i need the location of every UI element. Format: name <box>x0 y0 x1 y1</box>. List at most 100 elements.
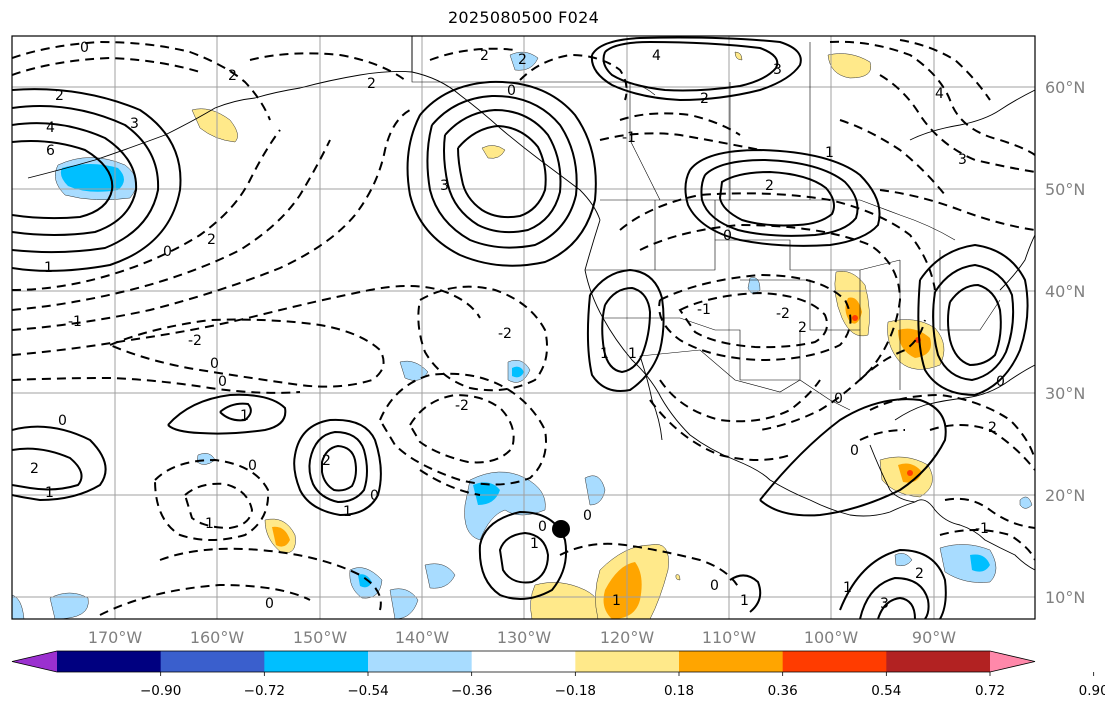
political-borders <box>411 36 1001 411</box>
contour-solid-11 <box>684 148 881 247</box>
contour-dashed-36 <box>879 74 1035 173</box>
contour-dashed-1 <box>12 129 281 291</box>
shade-orange-4 <box>272 526 290 547</box>
contour-dashed-39 <box>879 189 1035 231</box>
contour-solid-22 <box>308 430 368 504</box>
contour-label-1-h: 1 <box>530 536 539 552</box>
yucatan <box>869 444 916 503</box>
contour-solid-4 <box>12 140 114 220</box>
contour-solid-8 <box>457 124 547 219</box>
contour-label-0-f: 0 <box>218 374 227 390</box>
contour-solid-21 <box>293 418 382 517</box>
contour-dashed-19 <box>649 399 791 461</box>
contour-dashed-20 <box>859 319 926 381</box>
shade-blue-9 <box>424 563 456 589</box>
shade-blue-16 <box>1019 496 1033 509</box>
storm-position-marker <box>552 520 570 538</box>
contour-label-1-k: 1 <box>843 580 852 596</box>
contour-solid-26 <box>478 510 568 600</box>
contour-dashed-6 <box>12 376 301 394</box>
contour-label-2-h: 2 <box>765 178 774 194</box>
contour-dashed-15 <box>678 291 828 349</box>
colorbar-segment <box>575 651 680 672</box>
positive-contours <box>12 36 1029 619</box>
contour-label-0-e: 0 <box>210 356 219 372</box>
contour-dashed-25 <box>939 529 1035 561</box>
lon-label: 140°W <box>395 628 450 647</box>
contour-dashed-32 <box>429 47 516 61</box>
contour-label-2-f: 2 <box>518 52 527 68</box>
colorbar-tick-label: 0.72 <box>975 683 1005 699</box>
contour-solid-1 <box>12 88 182 272</box>
state-line-2 <box>654 200 716 270</box>
contour-label-2-i: 2 <box>798 320 807 336</box>
state-line-5 <box>859 260 901 390</box>
contour-label-3-c: 3 <box>773 62 782 78</box>
contour-label-0-o: 0 <box>850 443 859 459</box>
lon-label: 120°W <box>600 628 655 647</box>
shade-blue-14 <box>939 544 997 583</box>
shade-blue-12 <box>12 594 25 619</box>
shade-cyan-5 <box>970 554 990 572</box>
west-coast-mexico <box>584 219 916 517</box>
contour-dashed-4 <box>12 285 481 356</box>
contour-labels: 0 2 4 6 3 1 0 2 2 2 0 3 2 2 4 2 3 -1 2 0… <box>30 40 1005 612</box>
contour-label-3-e: 3 <box>880 596 889 612</box>
contour-dashed-26 <box>559 542 741 591</box>
contour-solid-3 <box>12 122 138 236</box>
contour-label-1-g: 1 <box>343 504 352 520</box>
contour-dashed-14 <box>658 273 852 362</box>
colorbar-tick-label: 0.36 <box>768 683 798 699</box>
contour-solid-5 <box>406 80 597 267</box>
contour-solid-29 <box>839 548 947 619</box>
chart-title: 2025080500 F024 <box>447 8 600 27</box>
contour-solid-23 <box>321 444 357 492</box>
baja-california <box>639 355 663 441</box>
contour-dashed-9 <box>417 285 548 392</box>
contour-label-2-b: 2 <box>207 232 216 248</box>
contour-label-2-l: 2 <box>988 420 997 436</box>
colorbar-tick-label: −0.54 <box>347 683 388 699</box>
colorbar-segment <box>160 651 265 672</box>
contour-label-neg2-c: -2 <box>776 306 790 322</box>
contour-label-2-a: 2 <box>55 88 64 104</box>
contour-dashed-24 <box>944 497 1035 529</box>
contour-dashed-38 <box>839 119 946 196</box>
colorbar-segment <box>679 651 784 672</box>
shade-blue-15 <box>894 553 913 567</box>
contour-dashed-29 <box>12 40 271 121</box>
contour-label-0-n: 0 <box>834 391 843 407</box>
contour-solid-7 <box>443 108 562 234</box>
contour-label-0-p: 0 <box>996 374 1005 390</box>
contour-solid-12 <box>700 158 859 237</box>
contour-label-4: 4 <box>46 120 55 136</box>
contour-label-3-d: 3 <box>958 152 967 168</box>
contour-dashed-12 <box>159 547 382 611</box>
contour-solid-18 <box>947 283 1002 367</box>
lat-label: 40°N <box>1045 282 1085 301</box>
contour-solid-24 <box>167 393 287 435</box>
contour-solid-20 <box>12 447 83 491</box>
central-america <box>914 499 1035 571</box>
contour-label-0-k: 0 <box>538 519 547 535</box>
colorbar-outline <box>11 650 1036 673</box>
contour-dashed-18 <box>659 379 821 423</box>
shade-yellow-11 <box>675 574 681 581</box>
contour-label-0-g: 0 <box>58 413 67 429</box>
contour-dashed-23 <box>859 429 906 441</box>
contour-label-1-d: 1 <box>628 346 637 362</box>
contour-label-3-b: 3 <box>440 178 449 194</box>
province-lines <box>629 42 811 201</box>
shade-red-1 <box>852 315 858 321</box>
map-frame <box>11 35 1036 620</box>
contour-dashed-11 <box>183 482 254 530</box>
gulf-coast <box>894 364 1035 421</box>
contour-dashed-28 <box>519 53 628 101</box>
contour-label-2-e: 2 <box>480 48 489 64</box>
contour-dashed-34 <box>599 132 761 151</box>
contour-label-0-i: 0 <box>370 488 379 504</box>
contour-label-1-a: 1 <box>44 260 53 276</box>
contour-label-neg1-c: -1 <box>697 302 711 318</box>
contour-solid-30 <box>859 576 930 619</box>
shade-orange-2 <box>898 328 931 358</box>
